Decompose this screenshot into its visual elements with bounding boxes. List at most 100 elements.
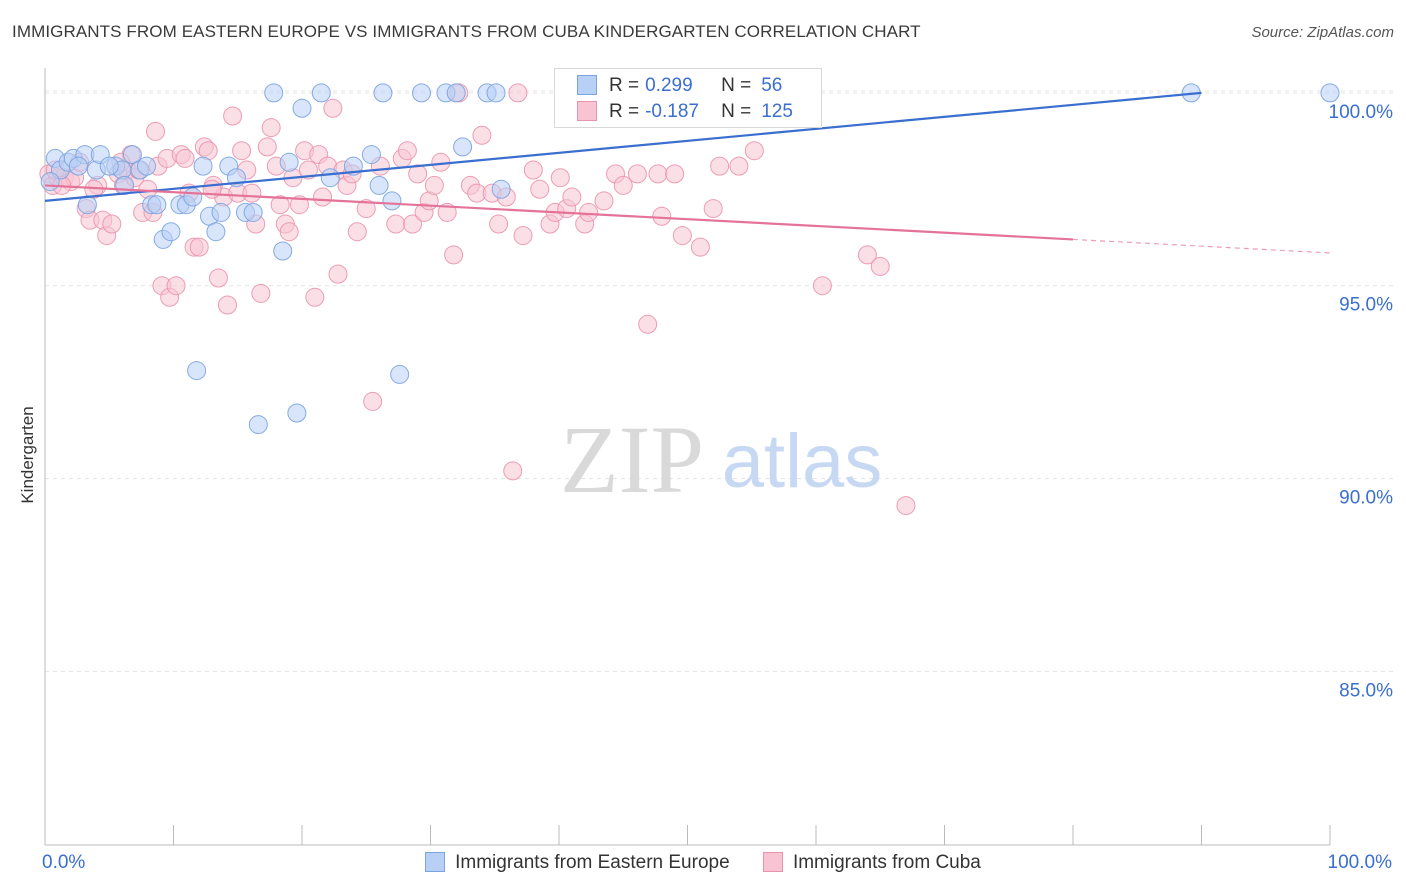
data-point [264,83,284,103]
data-point [424,175,444,195]
data-point [243,202,263,222]
data-point [390,364,410,384]
data-point [812,276,832,296]
data-point [562,187,582,207]
chart-title: IMMIGRANTS FROM EASTERN EUROPE VS IMMIGR… [12,22,921,41]
data-point [313,187,333,207]
data-point [305,287,325,307]
data-point [217,295,237,315]
data-point [363,391,383,411]
data-point [638,314,658,334]
y-tick-label: 90.0% [1339,488,1393,509]
data-point [373,83,393,103]
data-point [403,214,423,234]
data-point [412,83,432,103]
data-point [579,202,599,222]
swatch-cuba [577,101,597,121]
data-point [648,164,668,184]
data-point [189,237,209,257]
data-point [870,256,890,276]
stats-legend: R = 0.299 N = 56 R = -0.187 N = 125 [554,68,822,128]
data-point [523,160,543,180]
data-point [347,222,367,242]
trend-line-cuba [44,184,1074,241]
data-point [122,145,142,165]
data-point [472,125,492,145]
legend-swatch-cuba [762,852,783,872]
data-point [652,206,672,226]
series-legend: Immigrants from Eastern Europe Immigrant… [0,852,1406,874]
y-tick-label: 100.0% [1329,102,1394,123]
data-point [320,168,340,188]
data-point [77,195,97,215]
data-point [206,222,226,242]
stats-row-cuba: R = -0.187 N = 125 [577,101,793,125]
data-point [298,160,318,180]
watermark-atlas: atlas [722,419,883,504]
legend-item-eastern-europe: Immigrants from Eastern Europe [425,852,730,874]
data-point [137,156,157,176]
data-point [68,156,88,176]
data-point [242,183,262,203]
data-point [193,156,213,176]
y-tick-labels: 100.0% 95.0% 90.0% 85.0% [1329,102,1394,702]
y-tick-label: 85.0% [1339,680,1393,701]
data-point [446,83,466,103]
data-point [444,245,464,265]
data-point [270,195,290,215]
r-label: R = [609,101,640,122]
data-point [257,137,277,157]
data-point [437,202,457,222]
r-value: -0.187 [645,101,699,122]
x-tick-label-min: 0.0% [42,852,86,873]
legend-item-cuba: Immigrants from Cuba [762,852,981,874]
data-point [408,164,428,184]
data-point [261,118,281,138]
data-point [361,145,381,165]
data-point [328,264,348,284]
data-point [386,214,406,234]
data-point [187,361,207,381]
n-label: N = [721,101,752,122]
data-point [594,191,614,211]
data-point [896,496,916,516]
data-point [223,106,243,126]
data-point [613,175,633,195]
data-point [279,222,299,242]
data-point [857,245,877,265]
x-tick-label-max: 100.0% [1327,852,1392,873]
data-point [292,98,312,118]
data-point [311,83,331,103]
data-point [703,199,723,219]
data-point [1320,83,1340,103]
data-point [453,137,473,157]
data-point [146,121,166,141]
n-value: 125 [761,101,793,122]
data-point [369,175,389,195]
data-point [744,141,764,161]
legend-swatch-eastern-europe [425,852,446,872]
data-point [232,141,252,161]
data-point [99,156,119,176]
legend-label-eastern-europe: Immigrants from Eastern Europe [455,852,730,873]
data-point [211,202,231,222]
data-point [382,191,402,211]
legend-label-cuba: Immigrants from Cuba [792,852,981,873]
data-point [251,283,271,303]
data-point [289,195,309,215]
trend-line-eastern-europe [44,91,1202,202]
data-point [161,222,181,242]
data-point [710,156,730,176]
data-point [627,164,647,184]
data-point [690,237,710,257]
swatch-eastern-europe [577,75,597,95]
data-point [513,226,533,246]
axes [44,68,1331,846]
data-point [672,226,692,246]
n-value: 56 [761,75,783,96]
data-point [208,268,228,288]
chart-source: Source: ZipAtlas.com [1251,24,1394,41]
data-point [40,172,60,192]
data-point [147,195,167,215]
